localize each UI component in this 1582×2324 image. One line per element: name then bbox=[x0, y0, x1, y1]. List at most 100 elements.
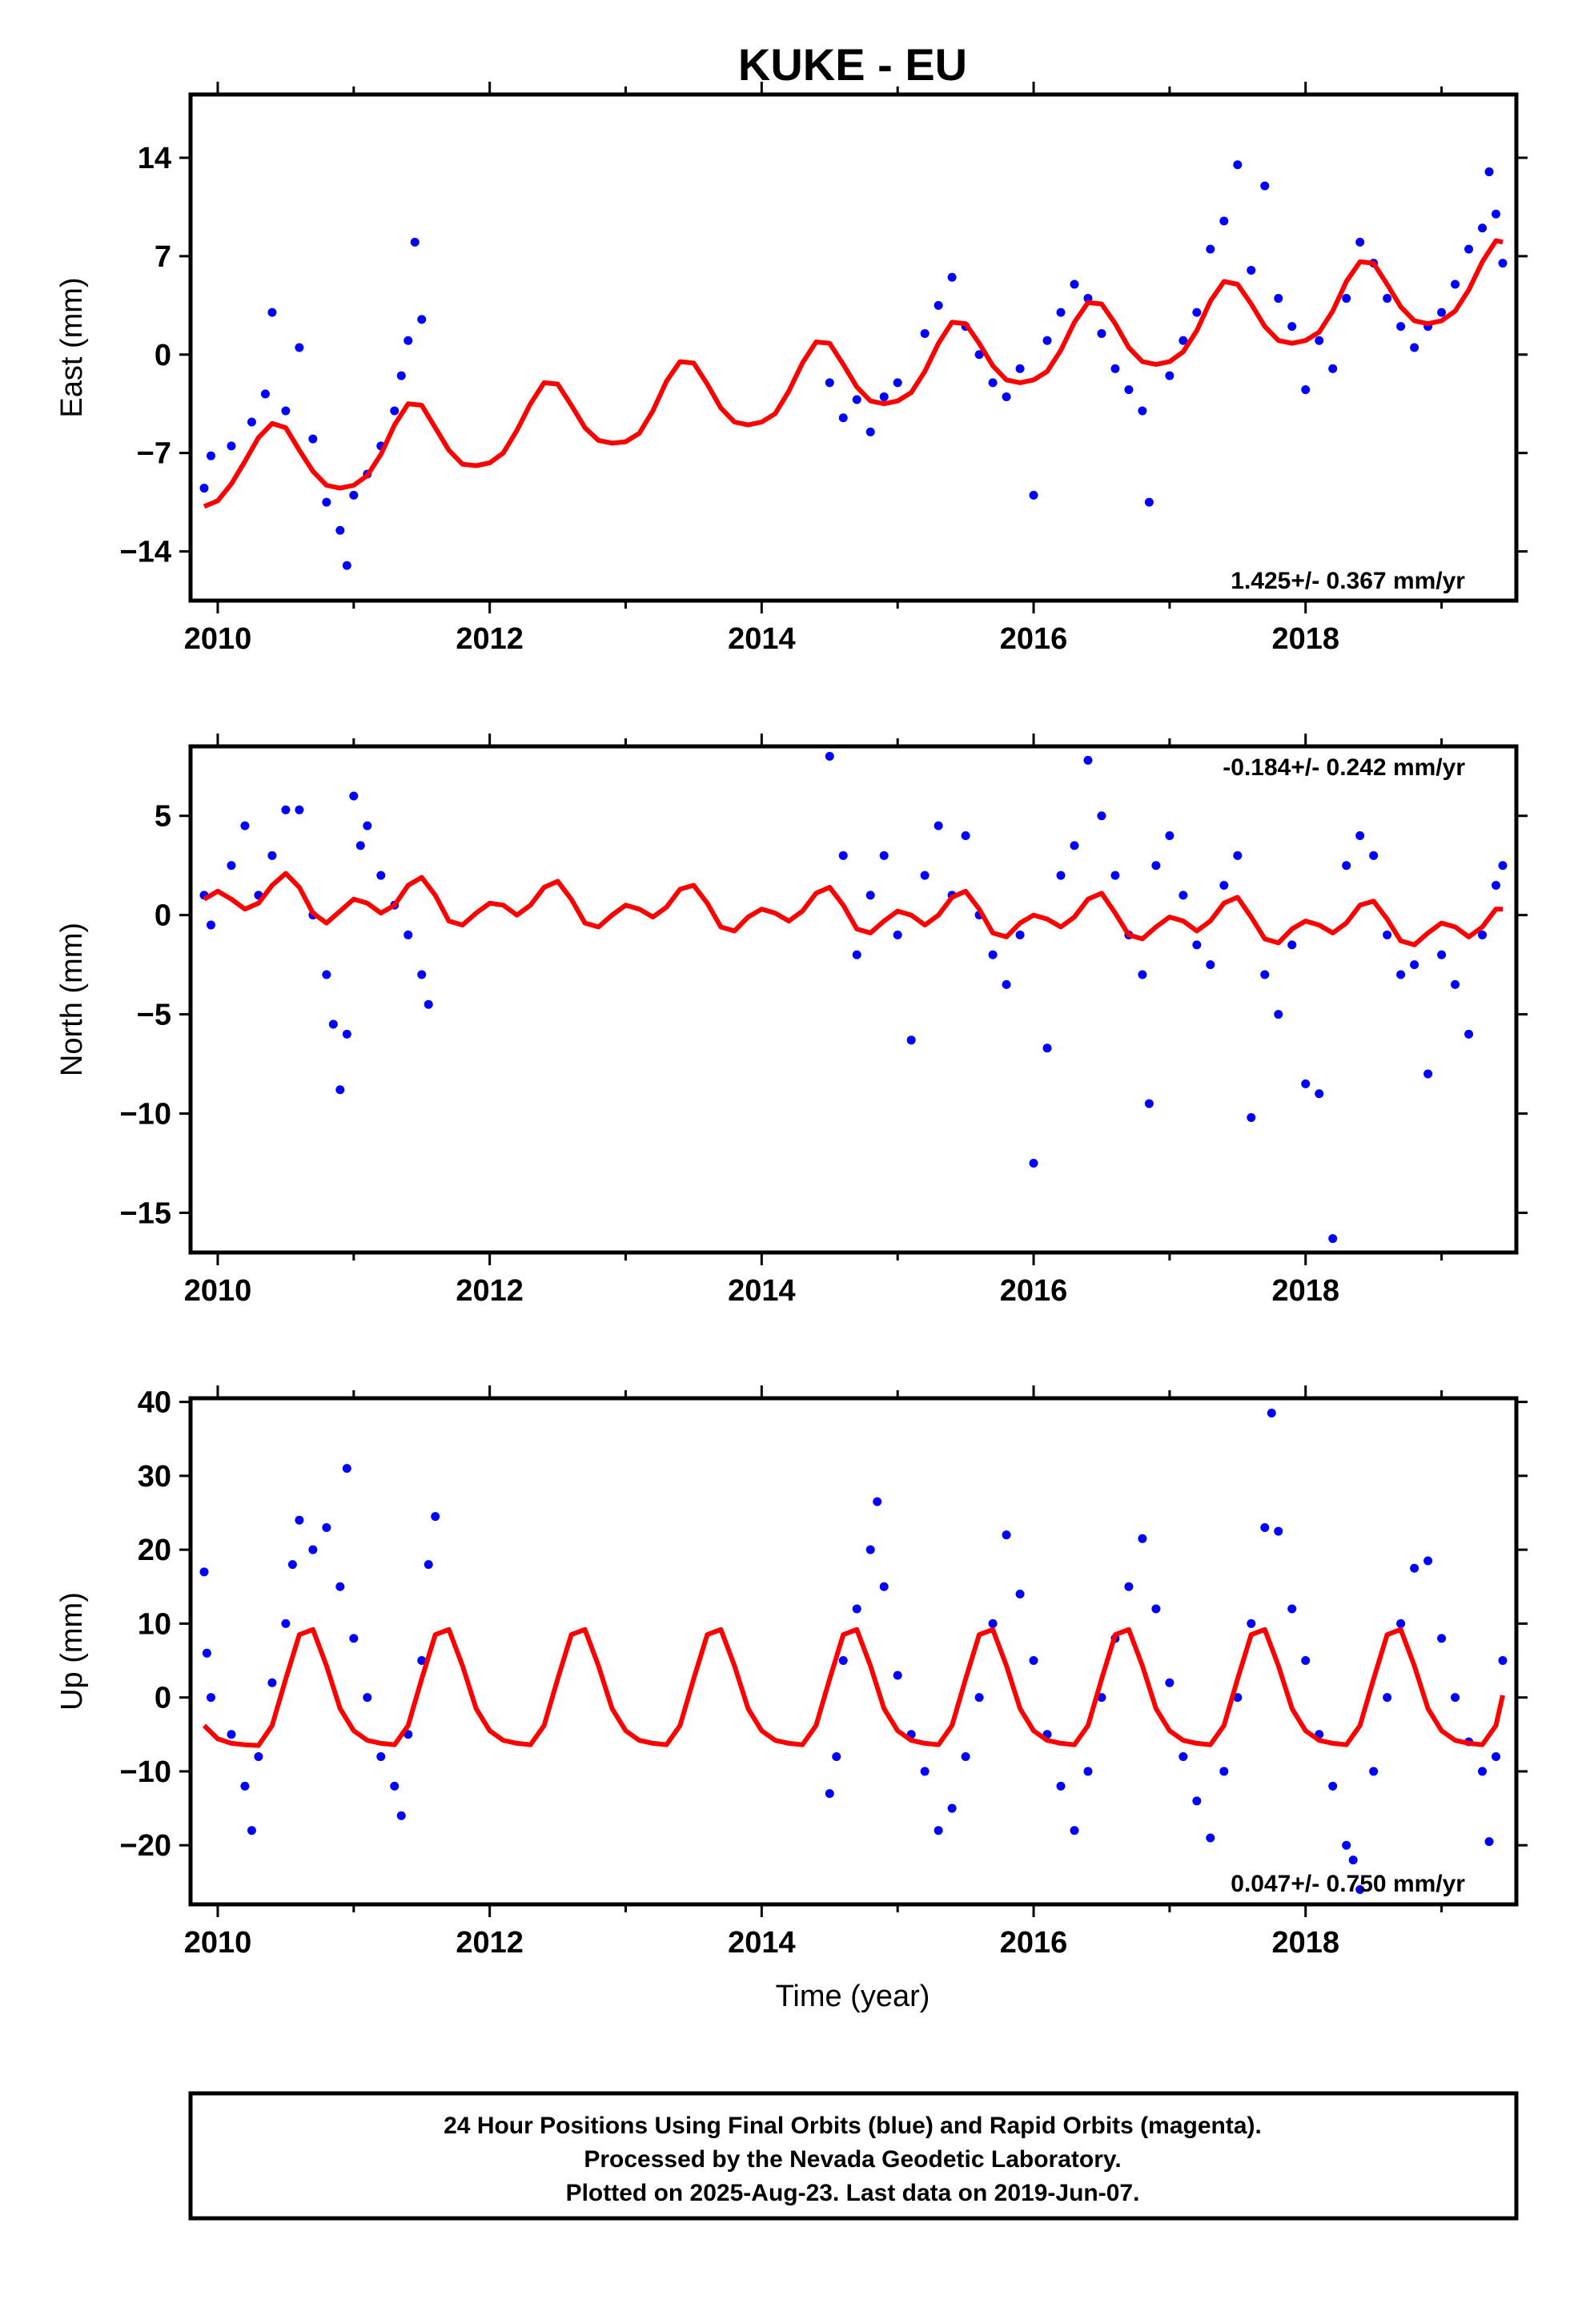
data-point bbox=[281, 1618, 291, 1628]
data-point bbox=[1015, 1589, 1025, 1598]
data-point bbox=[227, 441, 236, 451]
data-point bbox=[240, 821, 250, 830]
data-point bbox=[1002, 1530, 1011, 1540]
data-point bbox=[1002, 979, 1011, 989]
data-point bbox=[1192, 1796, 1202, 1806]
data-point bbox=[865, 891, 875, 900]
data-point bbox=[879, 392, 889, 401]
data-point bbox=[376, 1751, 386, 1761]
figure-title: KUKE - EU bbox=[738, 39, 967, 90]
data-point bbox=[342, 561, 351, 570]
data-point bbox=[1083, 1767, 1093, 1776]
data-point bbox=[873, 1497, 882, 1506]
footer-line-2: Processed by the Nevada Geodetic Laborat… bbox=[584, 2146, 1121, 2173]
x-tick-label: 2016 bbox=[1000, 622, 1068, 656]
model-curve bbox=[202, 1626, 1505, 1748]
observation-points bbox=[199, 751, 1508, 1244]
data-point bbox=[1301, 385, 1311, 395]
data-point bbox=[1260, 970, 1270, 979]
data-point bbox=[1029, 1158, 1038, 1168]
data-point bbox=[1110, 870, 1120, 880]
data-point bbox=[1274, 294, 1283, 304]
x-tick-label: 2014 bbox=[728, 1274, 796, 1308]
y-tick-label: 14 bbox=[138, 142, 171, 175]
data-point bbox=[247, 1826, 256, 1835]
data-point bbox=[1219, 1767, 1229, 1776]
y-tick-label: 7 bbox=[155, 240, 171, 274]
data-point bbox=[1110, 364, 1120, 373]
x-tick-label: 2018 bbox=[1271, 622, 1339, 656]
data-point bbox=[1015, 930, 1025, 939]
y-tick-label: 5 bbox=[155, 800, 171, 834]
data-point bbox=[838, 413, 848, 423]
x-tick-label: 2010 bbox=[184, 1926, 252, 1960]
data-point bbox=[1233, 160, 1243, 170]
data-point bbox=[865, 1545, 875, 1554]
data-point bbox=[1410, 343, 1419, 352]
data-point bbox=[1144, 1099, 1154, 1108]
x-tick-label: 2012 bbox=[456, 1926, 524, 1960]
x-tick-label: 2012 bbox=[456, 622, 524, 656]
data-point bbox=[1315, 336, 1324, 345]
data-point bbox=[1124, 1582, 1134, 1591]
data-point bbox=[1070, 279, 1079, 289]
data-point bbox=[1178, 891, 1188, 900]
data-point bbox=[934, 1826, 943, 1835]
data-point bbox=[1247, 1618, 1256, 1628]
data-point bbox=[404, 336, 413, 345]
plot-frame bbox=[188, 744, 1519, 1255]
data-point bbox=[1165, 1678, 1174, 1687]
data-point bbox=[1029, 490, 1038, 500]
data-point bbox=[893, 930, 902, 939]
x-tick-label: 2018 bbox=[1271, 1926, 1339, 1960]
y-tick-label: 0 bbox=[155, 1682, 171, 1715]
data-point bbox=[838, 1656, 848, 1666]
data-point bbox=[1097, 328, 1106, 338]
data-point bbox=[852, 395, 861, 404]
footer-box bbox=[188, 2091, 1519, 2221]
data-point bbox=[1260, 1522, 1270, 1532]
x-tick-label: 2018 bbox=[1271, 1274, 1339, 1308]
data-point bbox=[1369, 1767, 1379, 1776]
data-point bbox=[1056, 1781, 1066, 1791]
data-point bbox=[1151, 1604, 1161, 1614]
data-point bbox=[199, 484, 209, 493]
data-point bbox=[1396, 1618, 1406, 1628]
data-point bbox=[349, 490, 359, 500]
data-point bbox=[322, 970, 331, 979]
data-point bbox=[1138, 1534, 1147, 1543]
data-point bbox=[1492, 880, 1501, 890]
data-point bbox=[1355, 237, 1365, 247]
plot-frame bbox=[188, 92, 1519, 603]
data-point bbox=[893, 378, 902, 388]
data-point bbox=[825, 378, 834, 388]
data-point bbox=[1219, 880, 1229, 890]
y-tick-label: 40 bbox=[138, 1386, 171, 1420]
data-point bbox=[1328, 364, 1338, 373]
data-point bbox=[1355, 831, 1365, 841]
data-point bbox=[1328, 1234, 1338, 1244]
data-point bbox=[1396, 322, 1406, 332]
data-point bbox=[1342, 294, 1351, 304]
data-point bbox=[947, 272, 957, 282]
data-point bbox=[390, 1781, 400, 1791]
data-point bbox=[295, 1515, 304, 1525]
data-point bbox=[1042, 336, 1052, 345]
data-point bbox=[825, 1789, 834, 1799]
data-point bbox=[376, 870, 386, 880]
data-point bbox=[287, 1560, 297, 1570]
y-tick-label: 10 bbox=[138, 1607, 171, 1641]
y-tick-label: −20 bbox=[120, 1829, 171, 1863]
y-tick-label: 0 bbox=[155, 899, 171, 933]
data-point bbox=[322, 1522, 331, 1532]
data-point bbox=[879, 1582, 889, 1591]
data-point bbox=[1274, 1010, 1283, 1019]
data-point bbox=[322, 497, 331, 507]
data-point bbox=[1287, 1604, 1297, 1614]
data-point bbox=[417, 1656, 427, 1666]
data-point bbox=[281, 805, 291, 814]
data-point bbox=[1056, 308, 1066, 317]
data-point bbox=[1410, 960, 1419, 970]
data-point bbox=[308, 1545, 318, 1554]
data-point bbox=[988, 378, 998, 388]
